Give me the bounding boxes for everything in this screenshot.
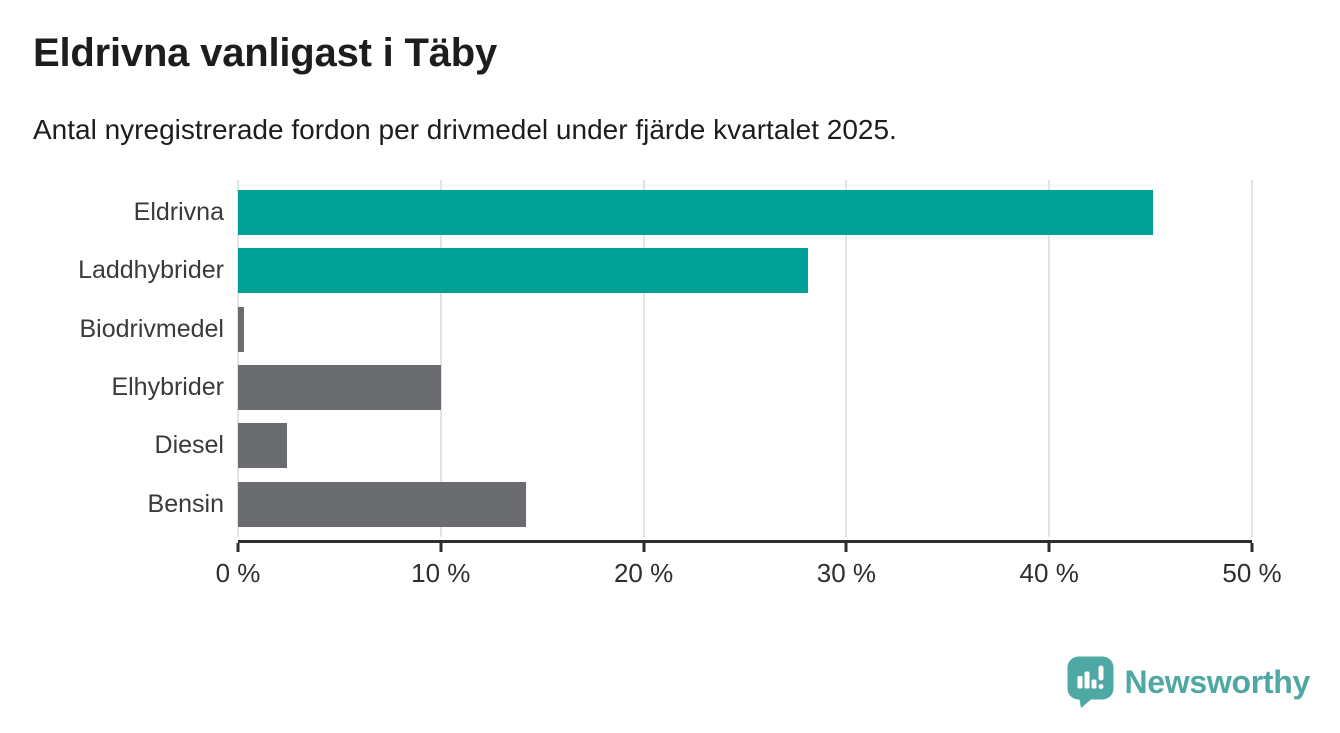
bar-row	[238, 306, 1252, 365]
axis-tick-label: 50 %	[1222, 557, 1282, 588]
bar-row	[238, 481, 1252, 540]
axis-tick	[642, 542, 646, 552]
bar	[238, 190, 1153, 235]
axis-tick	[1250, 542, 1254, 552]
x-axis: 0 % 10 % 20 % 30 % 40 % 50 %	[216, 539, 1282, 596]
axis-tick-label: 40 %	[1019, 557, 1079, 588]
chart-title: Eldrivna vanligast i Täby	[33, 31, 498, 75]
gridline	[439, 180, 442, 537]
gridlines	[237, 180, 1253, 537]
bar-row	[238, 364, 1252, 423]
bar	[238, 423, 287, 469]
gridline	[237, 180, 239, 537]
category-labels-column: Eldrivna Laddhybrider Biodrivmedel Elhybrid…	[33, 180, 238, 596]
newsworthy-logo-icon	[1067, 656, 1113, 708]
brand-footer: Newsworthy	[1067, 656, 1311, 708]
gridline	[1048, 180, 1051, 537]
bar-row	[238, 423, 1252, 481]
bar-chart: Eldrivna Laddhybrider Biodrivmedel Elhybrid…	[33, 180, 1282, 596]
bar	[238, 481, 526, 527]
category-label: Diesel	[154, 431, 224, 460]
axis-tick-label: 20 %	[613, 557, 674, 588]
bar	[238, 364, 441, 410]
axis-tick	[439, 542, 443, 552]
gridline	[642, 180, 645, 537]
brand-name: Newsworthy	[1124, 663, 1311, 700]
bars-container	[238, 180, 1252, 540]
category-label: Biodrivmedel	[79, 314, 224, 343]
category-label: Laddhybrider	[78, 256, 224, 285]
plot-area: 0 % 10 % 20 % 30 % 40 % 50 %	[216, 180, 1282, 596]
axis-tick-label: 30 %	[816, 557, 877, 588]
category-label: Bensin	[147, 489, 224, 518]
bar-row	[238, 190, 1252, 248]
gridline	[1251, 180, 1253, 537]
category-label: Eldrivna	[133, 198, 224, 226]
axis-tick-label: 10 %	[411, 557, 471, 588]
axis-tick	[1047, 542, 1051, 552]
gridline	[845, 180, 848, 537]
axis-tick	[236, 542, 240, 552]
category-label: Elhybrider	[111, 372, 224, 401]
axis-tick-label: 0 %	[215, 557, 261, 588]
bar	[238, 248, 808, 294]
chart-subtitle: Antal nyregistrerade fordon per drivmede…	[33, 114, 897, 145]
bar	[238, 306, 245, 352]
axis-tick	[844, 542, 848, 552]
bar-row	[238, 248, 1252, 306]
